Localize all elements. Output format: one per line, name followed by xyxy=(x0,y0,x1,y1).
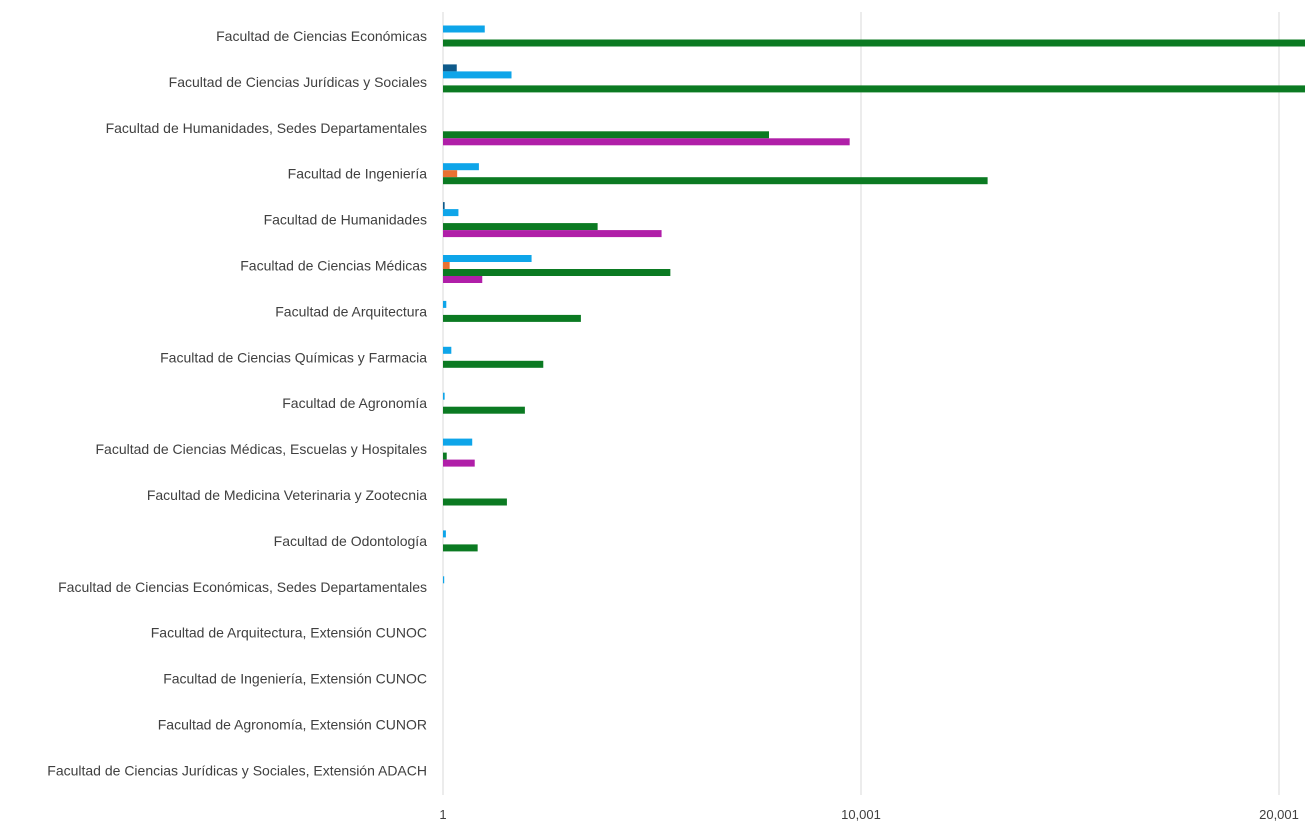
bar xyxy=(443,138,850,146)
x-axis-ticks: 1 10,001 20,001 xyxy=(439,807,1299,822)
bar xyxy=(443,530,446,538)
bar xyxy=(443,276,483,283)
category-label: Facultad de Ciencias Médicas, Escuelas y… xyxy=(96,441,428,457)
category-label: Facultad de Ciencias Económicas xyxy=(216,28,427,44)
category-label: Facultad de Agronomía xyxy=(282,395,427,411)
bar xyxy=(443,360,544,368)
bar xyxy=(443,163,479,171)
bar xyxy=(443,406,525,414)
category-label: Facultad de Ciencias Médicas xyxy=(240,258,427,274)
bar xyxy=(443,230,662,238)
category-label: Facultad de Arquitectura, Extensión CUNO… xyxy=(151,625,427,641)
bar xyxy=(443,544,478,552)
category-label: Facultad de Agronomía, Extensión CUNOR xyxy=(158,717,427,733)
x-tick-label: 1 xyxy=(439,807,446,822)
category-label: Facultad de Ciencias Jurídicas y Sociale… xyxy=(47,762,427,778)
bar xyxy=(443,223,598,231)
category-label: Facultad de Ingeniería, Extensión CUNOC xyxy=(163,671,427,687)
bar xyxy=(443,64,457,72)
bar xyxy=(443,452,447,460)
bar xyxy=(443,314,581,322)
category-label: Facultad de Ciencias Químicas y Farmacia xyxy=(160,349,427,365)
category-label: Facultad de Ingeniería xyxy=(288,166,428,182)
bar xyxy=(443,209,459,217)
gridlines xyxy=(442,12,1280,795)
category-label: Facultad de Humanidades xyxy=(264,212,427,228)
x-tick-label: 10,001 xyxy=(841,807,881,822)
category-label: Facultad de Odontología xyxy=(274,533,428,549)
bar xyxy=(443,39,1305,47)
bar xyxy=(443,262,450,269)
category-label: Facultad de Humanidades, Sedes Departame… xyxy=(106,120,427,136)
category-labels: Facultad de Ciencias Económicas Facultad … xyxy=(47,28,427,778)
bar xyxy=(443,459,475,467)
bar xyxy=(443,498,507,506)
bar xyxy=(443,392,445,400)
x-tick-label: 20,001 xyxy=(1259,807,1299,822)
bar xyxy=(443,25,485,33)
bar xyxy=(443,85,1305,93)
bar xyxy=(443,438,473,446)
category-label: Facultad de Medicina Veterinaria y Zoote… xyxy=(147,487,427,503)
category-label: Facultad de Arquitectura xyxy=(275,303,427,319)
bar xyxy=(443,202,445,210)
bar xyxy=(443,255,532,262)
category-label: Facultad de Ciencias Económicas, Sedes D… xyxy=(58,579,427,595)
bar xyxy=(443,576,445,584)
bar xyxy=(443,346,452,354)
bar xyxy=(443,300,447,308)
bars xyxy=(443,25,1305,584)
bar xyxy=(443,131,769,139)
category-label: Facultad de Ciencias Jurídicas y Sociale… xyxy=(169,74,427,90)
bar xyxy=(443,71,512,79)
bar xyxy=(443,177,988,185)
bar xyxy=(443,269,671,276)
bar xyxy=(443,170,458,178)
